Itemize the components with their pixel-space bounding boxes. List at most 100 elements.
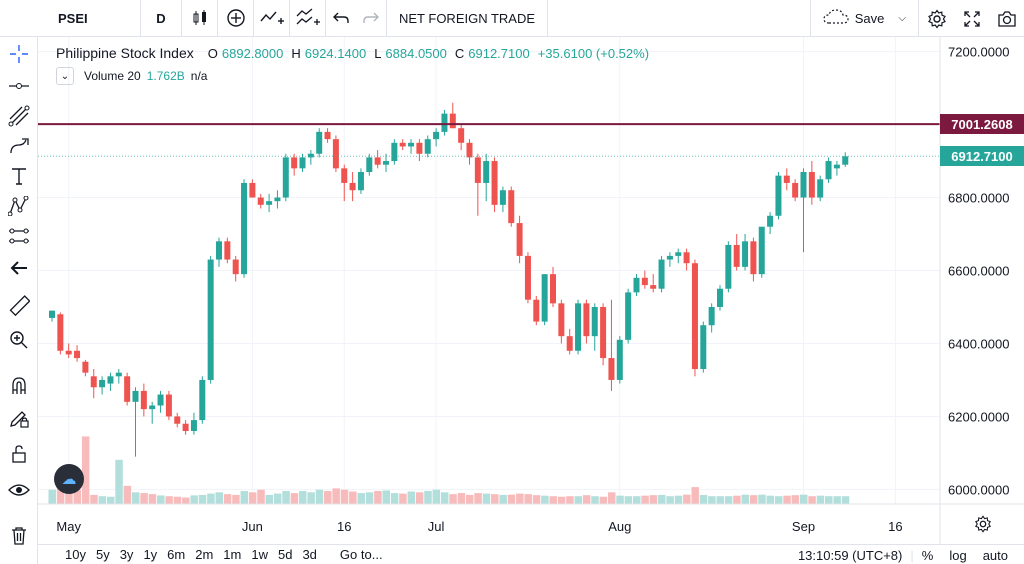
volume-bar bbox=[482, 493, 491, 504]
trendline-icon[interactable] bbox=[0, 73, 38, 99]
candle-body bbox=[174, 416, 181, 424]
candle bbox=[508, 186, 515, 227]
range-button-6m[interactable]: 6m bbox=[167, 547, 186, 562]
candle bbox=[182, 420, 189, 435]
volume-bar bbox=[340, 489, 349, 504]
candle-body bbox=[675, 252, 682, 256]
candle bbox=[266, 193, 273, 213]
price-tick-label: 6600.0000 bbox=[948, 264, 1009, 279]
add-indicator-icon[interactable] bbox=[218, 0, 253, 37]
volume-bar bbox=[683, 494, 691, 504]
chart-pane[interactable]: 7200.00007000.00006800.00006600.00006400… bbox=[38, 37, 1024, 564]
volume-bar bbox=[791, 495, 800, 504]
zoom-icon[interactable] bbox=[0, 327, 38, 353]
range-button-3d[interactable]: 3d bbox=[302, 547, 317, 562]
templates-icon[interactable] bbox=[290, 0, 325, 37]
log-toggle[interactable]: log bbox=[949, 547, 967, 563]
range-button-1y[interactable]: 1y bbox=[143, 547, 158, 562]
brush-icon[interactable] bbox=[0, 133, 38, 159]
timezone-clock[interactable]: 13:10:59 (UTC+8) bbox=[797, 547, 903, 563]
range-button-5d[interactable]: 5d bbox=[277, 547, 293, 562]
candle-body bbox=[408, 142, 415, 147]
candle-body bbox=[199, 379, 206, 421]
volume-bar bbox=[566, 496, 574, 504]
volume-bar bbox=[507, 494, 516, 504]
candle bbox=[524, 252, 531, 304]
candle bbox=[550, 266, 556, 307]
candle bbox=[575, 299, 582, 355]
forecast-icon[interactable] bbox=[0, 223, 38, 249]
volume-bar bbox=[516, 493, 524, 504]
volume-bar bbox=[132, 492, 140, 504]
candle-body bbox=[182, 423, 189, 432]
candle bbox=[149, 401, 156, 424]
pattern-icon[interactable] bbox=[0, 193, 38, 219]
trash-icon[interactable] bbox=[0, 523, 38, 549]
goto-button[interactable]: Go to... bbox=[339, 547, 383, 562]
ruler-icon[interactable] bbox=[0, 293, 38, 319]
candle-body bbox=[767, 215, 774, 227]
volume-bar bbox=[106, 496, 115, 504]
volume-bar bbox=[232, 494, 240, 504]
horizontal-line-price-label: 7001.2608 bbox=[940, 114, 1024, 135]
candle bbox=[483, 153, 490, 202]
auto-toggle[interactable]: auto bbox=[982, 547, 1008, 563]
candle bbox=[57, 312, 64, 355]
toolbar-divider bbox=[918, 0, 919, 37]
volume-bar bbox=[691, 487, 699, 504]
candle-body bbox=[516, 223, 523, 256]
candle-body bbox=[792, 182, 799, 198]
range-button-3y[interactable]: 3y bbox=[119, 547, 134, 562]
volume-bar bbox=[248, 492, 257, 504]
lock-icon[interactable] bbox=[0, 441, 38, 467]
interval-button[interactable]: D bbox=[156, 10, 166, 26]
eye-icon[interactable] bbox=[0, 477, 38, 503]
text-icon[interactable] bbox=[0, 163, 38, 189]
settings-icon[interactable] bbox=[919, 0, 954, 37]
candle-body bbox=[140, 390, 147, 410]
fullscreen-icon[interactable] bbox=[954, 0, 989, 37]
volume-bar bbox=[532, 495, 541, 504]
crosshair-icon[interactable] bbox=[0, 41, 38, 67]
price-axis: 7200.00007000.00006800.00006600.00006400… bbox=[939, 37, 1009, 544]
legend-c-value: 6912.7100 bbox=[468, 45, 530, 61]
range-button-5y[interactable]: 5y bbox=[95, 547, 110, 562]
redo-icon[interactable] bbox=[356, 0, 386, 37]
undo-icon[interactable] bbox=[326, 0, 356, 37]
volume-bar bbox=[299, 491, 307, 504]
range-button-10y[interactable]: 10y bbox=[65, 547, 86, 562]
percent-toggle[interactable]: % bbox=[921, 547, 934, 563]
range-button-1m[interactable]: 1m bbox=[223, 547, 242, 562]
range-button-1w[interactable]: 1w bbox=[251, 547, 268, 562]
collapse-legend-button[interactable]: ⌄ bbox=[56, 67, 74, 85]
candle-body bbox=[742, 241, 749, 267]
candle bbox=[132, 387, 139, 457]
candles-icon[interactable] bbox=[182, 0, 217, 37]
compare-icon[interactable] bbox=[254, 0, 289, 37]
chevron-down-icon: ⌄ bbox=[60, 70, 70, 82]
range-button-2m[interactable]: 2m bbox=[195, 547, 214, 562]
candle bbox=[157, 390, 164, 413]
camera-icon[interactable] bbox=[989, 0, 1024, 37]
toolbar-divider bbox=[325, 0, 326, 37]
fib-icon[interactable] bbox=[0, 103, 38, 129]
volume-bar bbox=[440, 492, 449, 504]
candle bbox=[458, 124, 465, 151]
candle-body bbox=[800, 171, 807, 198]
net-foreign-trade-button[interactable]: NET FOREIGN TRADE bbox=[399, 10, 536, 26]
magnet-icon[interactable] bbox=[0, 373, 38, 399]
candle-body bbox=[449, 113, 456, 129]
candle bbox=[65, 343, 72, 359]
toolbar-divider bbox=[289, 0, 290, 37]
volume-bar bbox=[173, 496, 182, 504]
price-chart[interactable]: 7200.00007000.00006800.00006600.00006400… bbox=[38, 37, 1024, 544]
save-button[interactable]: Save ⌵ bbox=[811, 0, 918, 37]
tradingview-logo[interactable]: ☁ bbox=[54, 464, 84, 494]
volume-bar bbox=[207, 493, 215, 504]
lock-drawing-icon[interactable] bbox=[0, 405, 38, 431]
time-axis-settings-icon[interactable] bbox=[974, 515, 994, 535]
symbol-search-button[interactable]: PSEI bbox=[58, 10, 88, 26]
candle bbox=[833, 161, 840, 176]
volume-bar bbox=[783, 495, 791, 504]
back-arrow-icon[interactable] bbox=[0, 255, 38, 281]
